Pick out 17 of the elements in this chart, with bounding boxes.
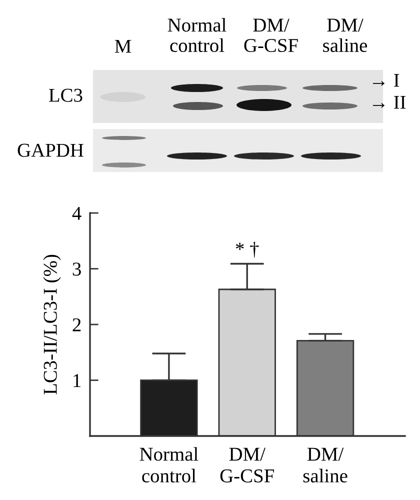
text: GAPDH <box>18 144 84 157</box>
y-tick-label: 1 <box>74 374 80 387</box>
text: LC3 <box>48 88 82 102</box>
x-tick-label: DM/ saline <box>303 448 348 482</box>
annotation: * † <box>236 242 259 258</box>
text: → I <box>372 74 400 87</box>
text: → II <box>372 96 406 109</box>
x-tick-label: DM/ G-CSF <box>220 448 274 482</box>
text: M <box>114 40 132 53</box>
y-tick-label: 4 <box>72 206 82 220</box>
text: Normal control <box>168 18 226 52</box>
text: DM/ G-CSF <box>244 18 298 52</box>
x-tick-label: Normal control <box>140 447 198 482</box>
y-tick-label: 3 <box>72 262 81 276</box>
text: DM/ saline <box>323 18 368 52</box>
y-axis-title: LC3-II/LC3-I (%) <box>43 254 61 394</box>
y-tick-label: 2 <box>72 318 81 332</box>
